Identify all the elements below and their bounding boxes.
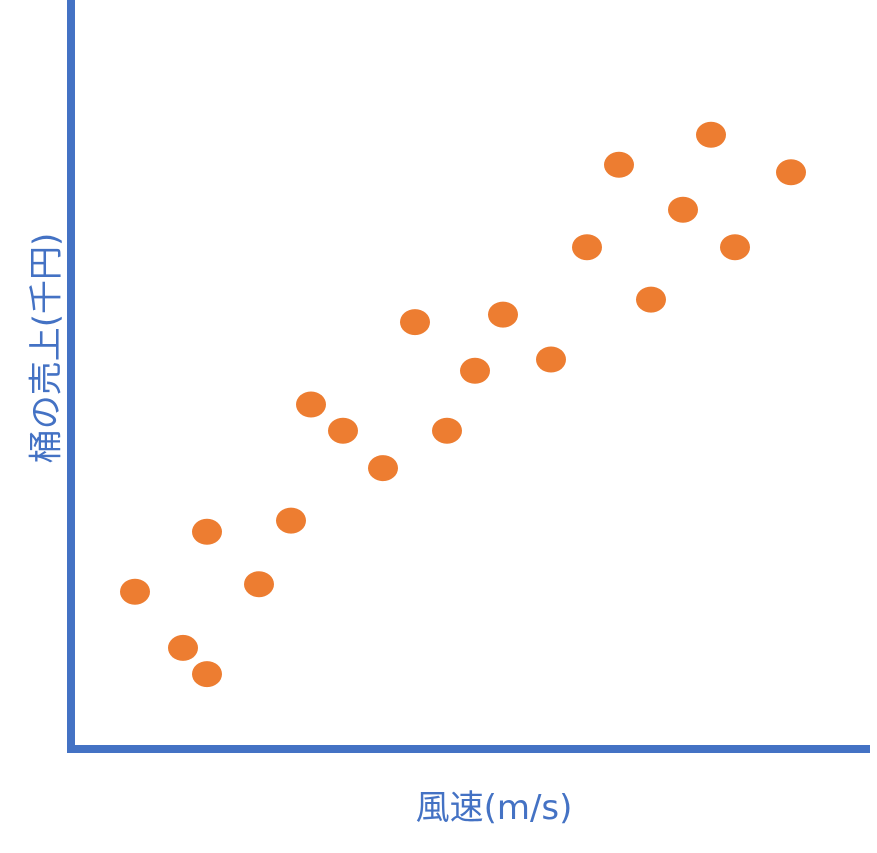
x-axis-label: 風速(m/s)	[416, 788, 573, 828]
data-point	[604, 151, 634, 178]
data-point	[536, 346, 566, 373]
data-point	[488, 301, 518, 328]
data-point	[192, 661, 222, 688]
data-point	[368, 455, 398, 482]
data-points	[120, 121, 806, 688]
data-point	[120, 578, 150, 605]
data-point	[432, 417, 462, 444]
data-point	[400, 309, 430, 336]
data-point	[168, 634, 198, 661]
data-point	[276, 507, 306, 534]
data-point	[192, 518, 222, 545]
y-axis-label: 桶の売上(千円)	[27, 233, 67, 464]
data-point	[720, 234, 750, 261]
data-point	[776, 159, 806, 186]
data-point	[636, 286, 666, 313]
data-point	[460, 357, 490, 384]
data-point	[696, 121, 726, 148]
data-point	[328, 417, 358, 444]
data-point	[668, 196, 698, 223]
data-point	[244, 571, 274, 598]
data-point	[296, 391, 326, 418]
data-point	[572, 234, 602, 261]
